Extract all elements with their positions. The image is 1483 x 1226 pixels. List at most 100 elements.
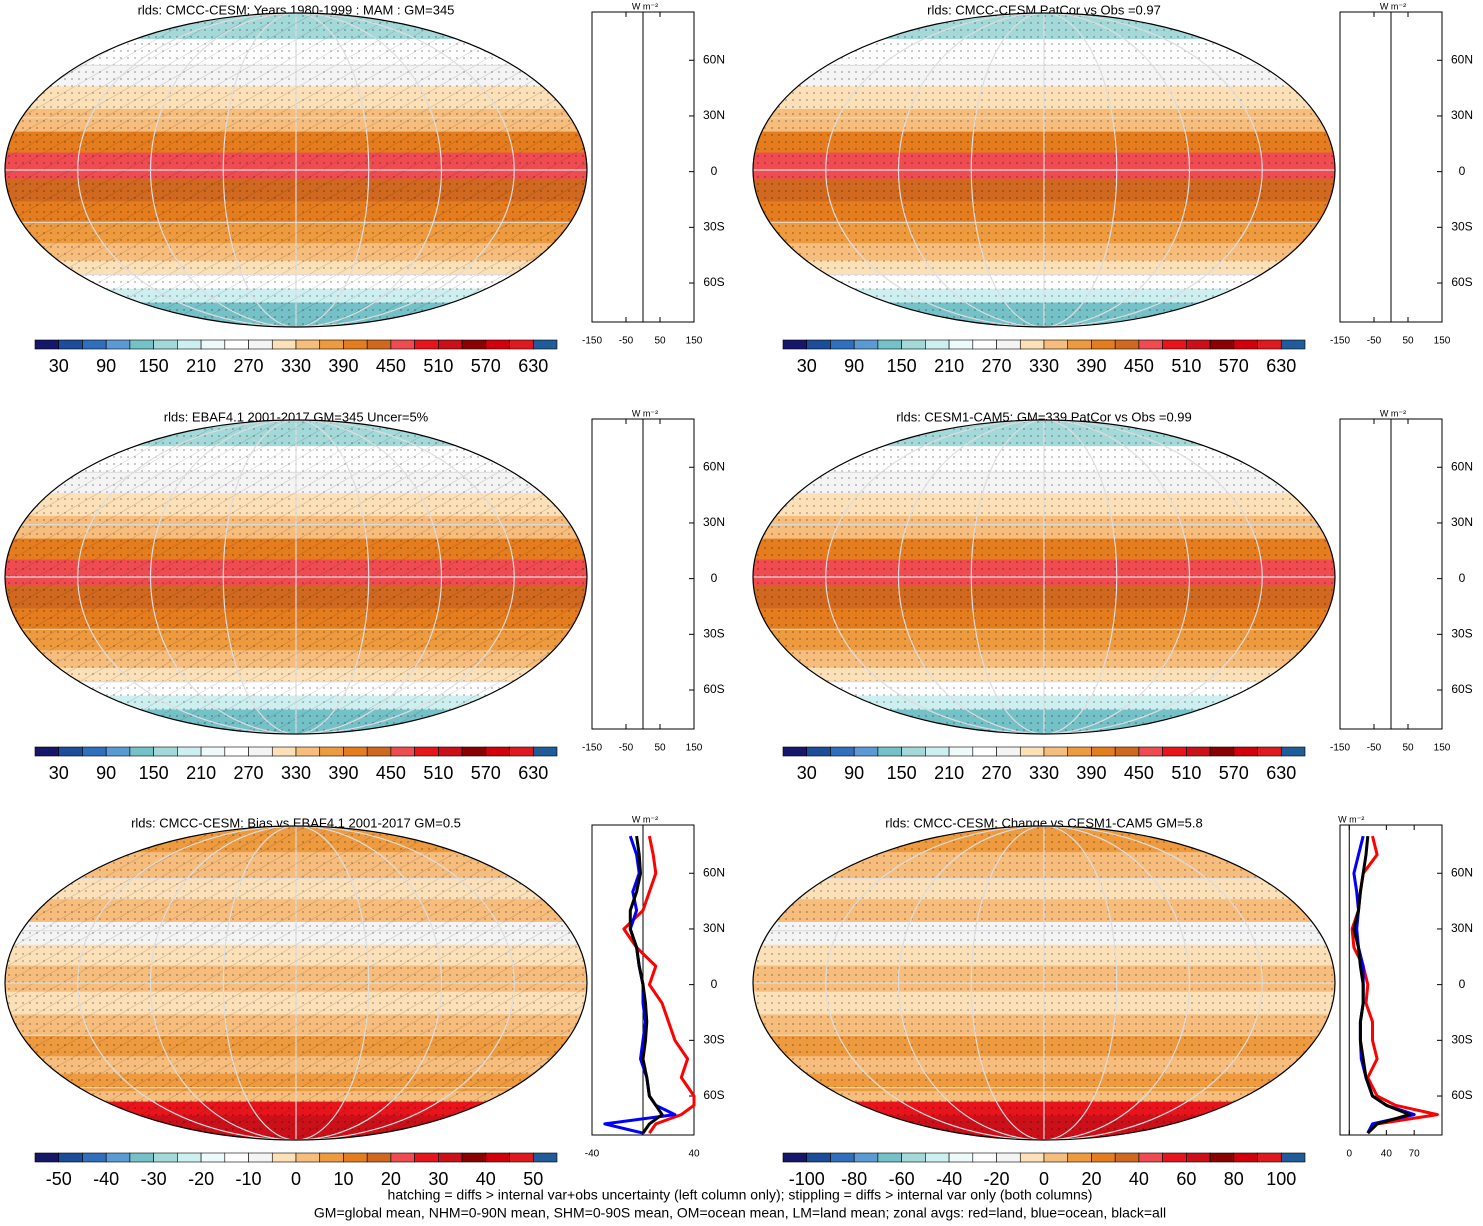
panel: rlds: CMCC-CESM: Bias vs EBAF4.1 2001-20… <box>4 814 725 1189</box>
colorbar-box <box>366 339 392 350</box>
colorbar-box <box>438 746 463 757</box>
colorbar-box <box>1019 1152 1045 1163</box>
colorbar-label: 30 <box>49 356 69 376</box>
x-tick-label: -150 <box>582 336 602 347</box>
colorbar-label: -30 <box>141 1169 167 1189</box>
colorbar-label: 210 <box>934 763 964 783</box>
colorbar-label: 630 <box>1266 356 1296 376</box>
colorbar-box <box>1209 746 1235 757</box>
colorbar-box <box>82 746 107 757</box>
colorbar-box <box>485 746 510 757</box>
colorbar-label: 570 <box>1219 356 1249 376</box>
panel-title: rlds: CMCC-CESM PatCor vs Obs =0.97 <box>927 2 1161 17</box>
colorbar-box <box>461 339 487 350</box>
colorbar-label: 630 <box>1266 763 1296 783</box>
colorbar-box <box>782 746 808 757</box>
colorbar-box <box>1043 1152 1069 1163</box>
y-tick-label: 30S <box>1451 627 1472 641</box>
colorbar-box <box>948 746 974 757</box>
colorbar-box <box>82 1152 107 1163</box>
colorbar-box <box>901 746 926 757</box>
colorbar-label: 330 <box>1029 763 1059 783</box>
colorbar-box <box>877 746 902 757</box>
colorbar-box <box>177 1152 202 1163</box>
y-tick-label: 30N <box>703 921 725 935</box>
colorbar-box <box>129 746 154 757</box>
y-tick-label: 30S <box>1451 220 1472 234</box>
colorbar-label: -50 <box>46 1169 72 1189</box>
zonal-line <box>1352 835 1411 1135</box>
colorbar-box <box>1138 339 1163 350</box>
colorbar-box <box>853 746 879 757</box>
colorbar-label: 210 <box>934 356 964 376</box>
graticule <box>970 420 1118 734</box>
colorbar-label: 90 <box>96 763 116 783</box>
y-tick-label: 60S <box>703 275 724 289</box>
colorbar-box <box>105 339 131 350</box>
colorbar-label: 570 <box>1219 763 1249 783</box>
colorbar-label: 450 <box>1124 763 1154 783</box>
colorbar-box <box>319 1152 344 1163</box>
colorbar-label: -10 <box>236 1169 262 1189</box>
colorbar-box <box>200 1152 226 1163</box>
colorbar-box <box>782 339 808 350</box>
colorbar-box <box>877 1152 902 1163</box>
y-tick-label: 60S <box>1451 1088 1472 1102</box>
colorbar-box <box>295 1152 321 1163</box>
colorbar-box <box>319 339 344 350</box>
graticule <box>825 826 1263 1140</box>
y-tick-label: 60N <box>1451 865 1473 879</box>
colorbar-label: 10 <box>333 1169 353 1189</box>
colorbar-box <box>461 746 487 757</box>
colorbar-box <box>1280 339 1306 350</box>
y-tick-label: 60N <box>703 459 725 473</box>
colorbar-box <box>1162 746 1187 757</box>
colorbar-label: 20 <box>1081 1169 1101 1189</box>
colorbar-box <box>390 746 415 757</box>
colorbar-label: 150 <box>887 763 917 783</box>
colorbar-label: 90 <box>844 356 864 376</box>
colorbar-box <box>1209 1152 1235 1163</box>
panel: rlds: CMCC-CESM: Change vs CESM1-CAM5 GM… <box>752 814 1473 1189</box>
y-tick-label: 60S <box>1451 682 1472 696</box>
colorbar-box <box>129 1152 154 1163</box>
zonal-line <box>628 835 664 1134</box>
colorbar-label: -20 <box>984 1169 1010 1189</box>
colorbar-box <box>1186 1152 1211 1163</box>
colorbar-box <box>1114 1152 1140 1163</box>
panel-title: rlds: CMCC-CESM: Change vs CESM1-CAM5 GM… <box>885 815 1203 830</box>
colorbar-label: 630 <box>518 763 548 783</box>
colorbar-box <box>200 339 226 350</box>
colorbar-box <box>295 339 321 350</box>
colorbar-label: -20 <box>188 1169 214 1189</box>
colorbar-box <box>901 1152 926 1163</box>
colorbar-box <box>1280 1152 1306 1163</box>
x-tick-label: 50 <box>654 336 666 347</box>
colorbar-box <box>248 746 273 757</box>
colorbar-box <box>830 1152 855 1163</box>
colorbar-box <box>1162 1152 1187 1163</box>
x-tick-label: -150 <box>582 743 602 754</box>
colorbar-box <box>853 1152 879 1163</box>
x-tick-label: 50 <box>1402 336 1414 347</box>
colorbar-box <box>153 339 178 350</box>
colorbar-box <box>1209 339 1235 350</box>
panel-title: rlds: CMCC-CESM: Years 1980-1999 : MAM :… <box>138 2 455 17</box>
colorbar-box <box>438 1152 463 1163</box>
x-tick-label: 150 <box>686 743 703 754</box>
colorbar-box <box>34 339 60 350</box>
colorbar-box <box>248 1152 273 1163</box>
colorbar-label: 40 <box>1129 1169 1149 1189</box>
colorbar-box <box>1043 746 1069 757</box>
graticule <box>149 826 443 1140</box>
y-tick-label: 60N <box>703 52 725 66</box>
graticule <box>77 13 515 327</box>
colorbar-box <box>390 339 415 350</box>
colorbar-label: 210 <box>186 356 216 376</box>
y-tick-label: 30N <box>1451 921 1473 935</box>
colorbar-box <box>224 1152 249 1163</box>
map <box>5 13 587 327</box>
colorbar-label: -40 <box>936 1169 962 1189</box>
